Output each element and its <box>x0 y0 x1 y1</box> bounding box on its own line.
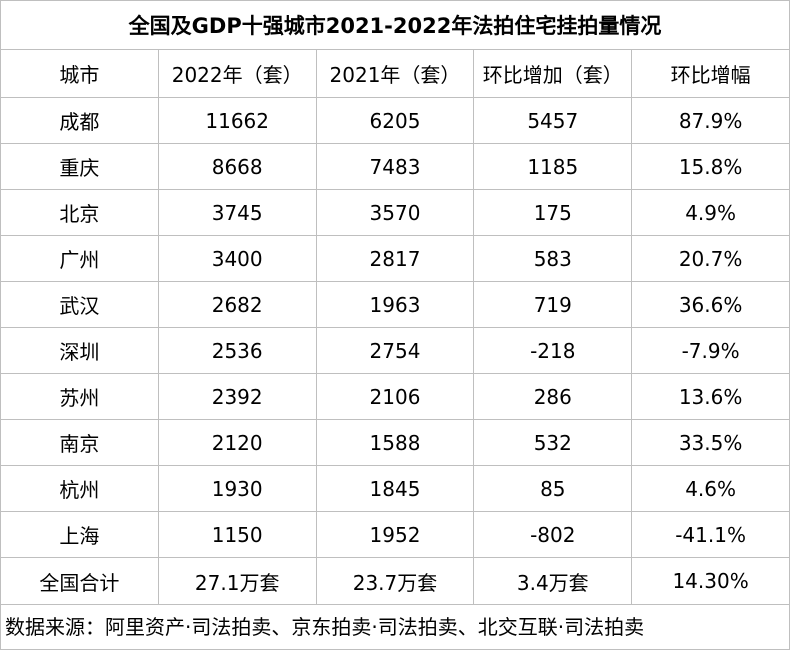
city-cell: 杭州 <box>0 465 159 512</box>
value-2022-cell: 11662 <box>157 97 317 144</box>
table-row: 武汉 2682 1963 719 36.6% <box>0 281 790 328</box>
increase-cell: 175 <box>473 189 633 236</box>
city-cell: 武汉 <box>0 281 159 328</box>
value-2022-cell: 8668 <box>157 143 317 190</box>
value-2022-cell: 2536 <box>157 327 317 374</box>
total-row: 全国合计 27.1万套 23.7万套 3.4万套 14.30% <box>0 557 790 605</box>
growth-cell: 4.6% <box>631 465 790 512</box>
value-2022-cell: 2682 <box>157 281 317 328</box>
value-2021-cell: 3570 <box>315 189 475 236</box>
growth-cell: 33.5% <box>631 419 790 466</box>
increase-cell: 719 <box>473 281 633 328</box>
value-2021-cell: 2817 <box>315 235 475 282</box>
value-2022-cell: 2392 <box>157 373 317 420</box>
table-row: 深圳 2536 2754 -218 -7.9% <box>0 327 790 374</box>
city-cell: 上海 <box>0 511 159 558</box>
table-title: 全国及GDP十强城市2021-2022年法拍住宅挂拍量情况 <box>0 0 790 50</box>
total-value-2021-cell: 23.7万套 <box>315 557 475 605</box>
increase-cell: 1185 <box>473 143 633 190</box>
city-cell: 广州 <box>0 235 159 282</box>
value-2022-cell: 1930 <box>157 465 317 512</box>
city-cell: 成都 <box>0 97 159 144</box>
value-2021-cell: 1588 <box>315 419 475 466</box>
city-cell: 深圳 <box>0 327 159 374</box>
city-cell: 北京 <box>0 189 159 236</box>
total-city-cell: 全国合计 <box>0 557 159 605</box>
growth-cell: 15.8% <box>631 143 790 190</box>
source-note: 数据来源：阿里资产·司法拍卖、京东拍卖·司法拍卖、北交互联·司法拍卖 <box>0 605 790 650</box>
table-row: 广州 3400 2817 583 20.7% <box>0 235 790 282</box>
value-2022-cell: 3400 <box>157 235 317 282</box>
growth-cell: -7.9% <box>631 327 790 374</box>
title-row: 全国及GDP十强城市2021-2022年法拍住宅挂拍量情况 <box>0 0 790 50</box>
value-2021-cell: 1952 <box>315 511 475 558</box>
column-header-increase: 环比增加（套） <box>473 49 633 98</box>
table-row: 上海 1150 1952 -802 -41.1% <box>0 511 790 558</box>
value-2022-cell: 1150 <box>157 511 317 558</box>
growth-cell: 36.6% <box>631 281 790 328</box>
city-cell: 南京 <box>0 419 159 466</box>
growth-cell: -41.1% <box>631 511 790 558</box>
value-2021-cell: 1845 <box>315 465 475 512</box>
column-header-growth: 环比增幅 <box>631 49 790 98</box>
header-row: 城市 2022年（套） 2021年（套） 环比增加（套） 环比增幅 <box>0 49 790 98</box>
table-row: 杭州 1930 1845 85 4.6% <box>0 465 790 512</box>
value-2022-cell: 2120 <box>157 419 317 466</box>
growth-cell: 20.7% <box>631 235 790 282</box>
table-row: 南京 2120 1588 532 33.5% <box>0 419 790 466</box>
column-header-city: 城市 <box>0 49 159 98</box>
growth-cell: 13.6% <box>631 373 790 420</box>
table-row: 北京 3745 3570 175 4.9% <box>0 189 790 236</box>
column-header-2022: 2022年（套） <box>157 49 317 98</box>
data-table: 全国及GDP十强城市2021-2022年法拍住宅挂拍量情况 城市 2022年（套… <box>0 0 790 605</box>
total-increase-cell: 3.4万套 <box>473 557 633 605</box>
table-row: 重庆 8668 7483 1185 15.8% <box>0 143 790 190</box>
total-value-2022-cell: 27.1万套 <box>157 557 317 605</box>
increase-cell: 85 <box>473 465 633 512</box>
column-header-2021: 2021年（套） <box>315 49 475 98</box>
increase-cell: 583 <box>473 235 633 282</box>
increase-cell: 286 <box>473 373 633 420</box>
increase-cell: 532 <box>473 419 633 466</box>
value-2022-cell: 3745 <box>157 189 317 236</box>
growth-cell: 87.9% <box>631 97 790 144</box>
city-cell: 苏州 <box>0 373 159 420</box>
table-row: 成都 11662 6205 5457 87.9% <box>0 97 790 144</box>
increase-cell: -802 <box>473 511 633 558</box>
value-2021-cell: 7483 <box>315 143 475 190</box>
increase-cell: -218 <box>473 327 633 374</box>
value-2021-cell: 2106 <box>315 373 475 420</box>
value-2021-cell: 6205 <box>315 97 475 144</box>
total-growth-cell: 14.30% <box>631 557 790 605</box>
increase-cell: 5457 <box>473 97 633 144</box>
value-2021-cell: 1963 <box>315 281 475 328</box>
value-2021-cell: 2754 <box>315 327 475 374</box>
growth-cell: 4.9% <box>631 189 790 236</box>
table-row: 苏州 2392 2106 286 13.6% <box>0 373 790 420</box>
city-cell: 重庆 <box>0 143 159 190</box>
